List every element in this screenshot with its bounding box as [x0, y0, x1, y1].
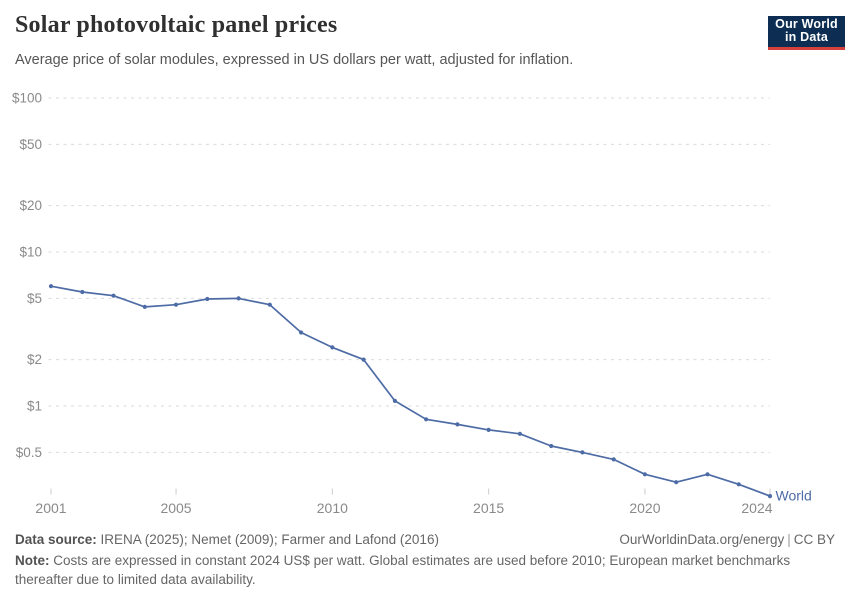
data-point [361, 357, 366, 362]
attribution: OurWorldinData.org/energy | CC BY [619, 532, 835, 547]
source-row: Data source: IRENA (2025); Nemet (2009);… [0, 528, 850, 548]
data-point [767, 494, 773, 499]
data-point [111, 293, 116, 298]
y-tick-label: $5 [27, 291, 42, 306]
y-gridlines [48, 97, 770, 453]
data-point [236, 296, 241, 301]
x-tick-label: 2005 [160, 500, 191, 516]
data-point [205, 296, 210, 302]
data-point [424, 417, 429, 422]
series-end-label[interactable]: World [776, 488, 812, 504]
y-axis-labels: $0.5 $1 $2 $5 $10 $20 $50 $100 [12, 91, 42, 460]
data-point [48, 284, 54, 289]
data-point [674, 480, 679, 485]
chart-subtitle: Average price of solar modules, expresse… [15, 52, 574, 68]
data-line-world[interactable] [50, 285, 771, 497]
data-point [486, 427, 491, 432]
data-point [455, 422, 460, 427]
x-tick-label: 2020 [629, 500, 660, 516]
data-point [549, 443, 554, 449]
data-point [392, 398, 397, 403]
y-tick-label: $1 [27, 399, 42, 414]
x-tick-label: 2010 [317, 500, 348, 516]
data-point [611, 457, 616, 462]
data-point [330, 345, 335, 350]
data-source-text: IRENA (2025); Nemet (2009); Farmer and L… [96, 532, 439, 547]
data-point [517, 431, 523, 436]
data-point [173, 302, 179, 307]
data-point [299, 330, 304, 335]
data-point [736, 482, 741, 487]
x-tick-label: 2001 [35, 500, 66, 516]
data-points [48, 284, 773, 499]
license-link[interactable]: CC BY [793, 532, 835, 547]
y-tick-label: $20 [19, 198, 42, 213]
y-tick-label: $50 [19, 137, 42, 152]
data-point [705, 472, 710, 477]
y-tick-label: $0.5 [16, 445, 42, 460]
y-tick-label: $2 [27, 352, 42, 367]
owid-logo[interactable]: Our World in Data [768, 16, 845, 50]
chart-note: Note: Costs are expressed in constant 20… [15, 552, 807, 589]
chart-footer: Data source: IRENA (2025); Nemet (2009);… [0, 528, 850, 587]
y-tick-label: $10 [19, 245, 42, 260]
note-text: Costs are expressed in constant 2024 US$… [15, 553, 791, 587]
data-point [580, 450, 585, 455]
data-point [642, 472, 648, 477]
owid-logo-box: Our World in Data [768, 16, 845, 47]
y-tick-label: $100 [12, 91, 42, 106]
attribution-separator: | [787, 532, 791, 547]
x-tick-label: 2015 [473, 500, 504, 516]
data-point [80, 289, 85, 295]
x-tick-label: 2024 [741, 500, 772, 516]
data-point [142, 304, 147, 309]
data-point [267, 302, 272, 307]
owid-logo-red-bar [768, 46, 845, 50]
data-source-label: Data source: [15, 532, 97, 547]
page-title: Solar photovoltaic panel prices [15, 12, 338, 38]
owid-energy-link[interactable]: OurWorldinData.org/energy [619, 532, 785, 547]
owid-logo-text-line2: in Data [784, 30, 829, 45]
note-label: Note: [15, 553, 50, 568]
owid-logo-text-line1: Our World [775, 16, 838, 31]
x-axis: 2001 2005 2010 2015 2020 2024 [35, 488, 773, 516]
data-source: Data source: IRENA (2025); Nemet (2009);… [15, 532, 439, 547]
